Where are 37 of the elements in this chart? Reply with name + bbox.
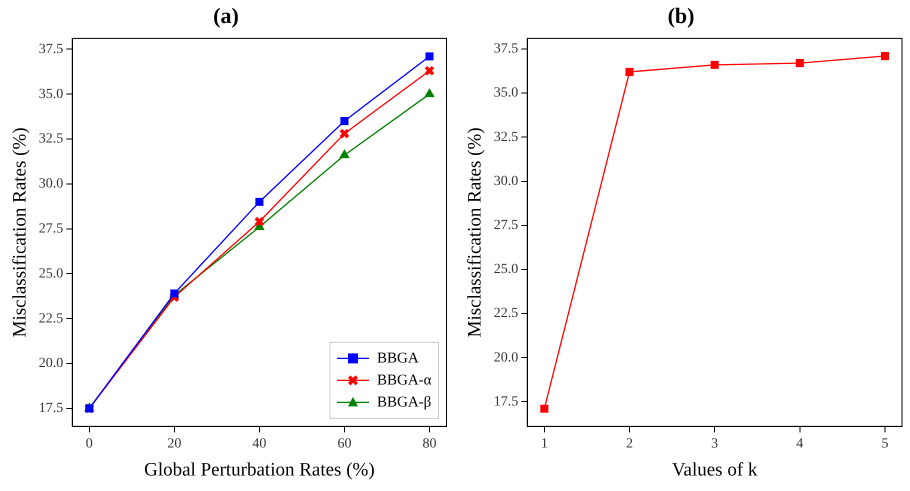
y-tick-label: 35.0 <box>494 86 518 101</box>
legend-label: BBGA-β <box>376 394 432 410</box>
x-axis-title: Global Perturbation Rates (%) <box>144 460 375 481</box>
y-tick-label: 20.0 <box>38 356 64 372</box>
y-tick-label: 22.5 <box>38 311 64 326</box>
y-tick-label: 27.5 <box>494 218 518 234</box>
y-tick-label: 32.5 <box>494 130 518 145</box>
y-tick-label: 22.5 <box>494 306 518 322</box>
x-tick-label: 20 <box>167 436 182 452</box>
x-tick-label: 80 <box>422 436 436 452</box>
y-axis-title: Misclassification Rates (%) <box>464 127 486 338</box>
x-tick-label: 3 <box>711 436 718 452</box>
legend-label: BBGA <box>376 350 419 366</box>
x-tick-label: 40 <box>252 436 266 452</box>
y-tick-label: 30.0 <box>38 176 64 192</box>
y-tick-label: 27.5 <box>38 221 64 236</box>
x-tick-label: 4 <box>796 436 804 452</box>
y-tick-label: 17.5 <box>38 401 64 416</box>
y-tick-label: 35.0 <box>38 86 64 102</box>
y-tick-label: 25.0 <box>38 266 64 282</box>
y-tick-label: 17.5 <box>494 394 518 410</box>
x-tick-label: 0 <box>86 436 93 452</box>
y-axis-title: Misclassification Rates (%) <box>9 127 30 338</box>
y-tick-label: 25.0 <box>494 262 518 278</box>
y-tick-label: 32.5 <box>38 132 64 147</box>
y-tick-label: 37.5 <box>494 42 518 57</box>
y-tick-label: 30.0 <box>494 174 518 189</box>
chart-title: (b) <box>668 2 694 28</box>
x-tick-label: 60 <box>337 436 352 452</box>
x-tick-label: 1 <box>540 436 548 452</box>
x-tick-label: 5 <box>881 436 888 452</box>
y-tick-label: 20.0 <box>494 350 518 366</box>
y-tick-label: 37.5 <box>38 42 64 57</box>
chart-title: (a) <box>213 2 239 28</box>
legend-label: BBGA-α <box>376 372 432 388</box>
x-tick-label: 2 <box>626 436 633 452</box>
x-axis-title: Values of k <box>672 460 758 481</box>
